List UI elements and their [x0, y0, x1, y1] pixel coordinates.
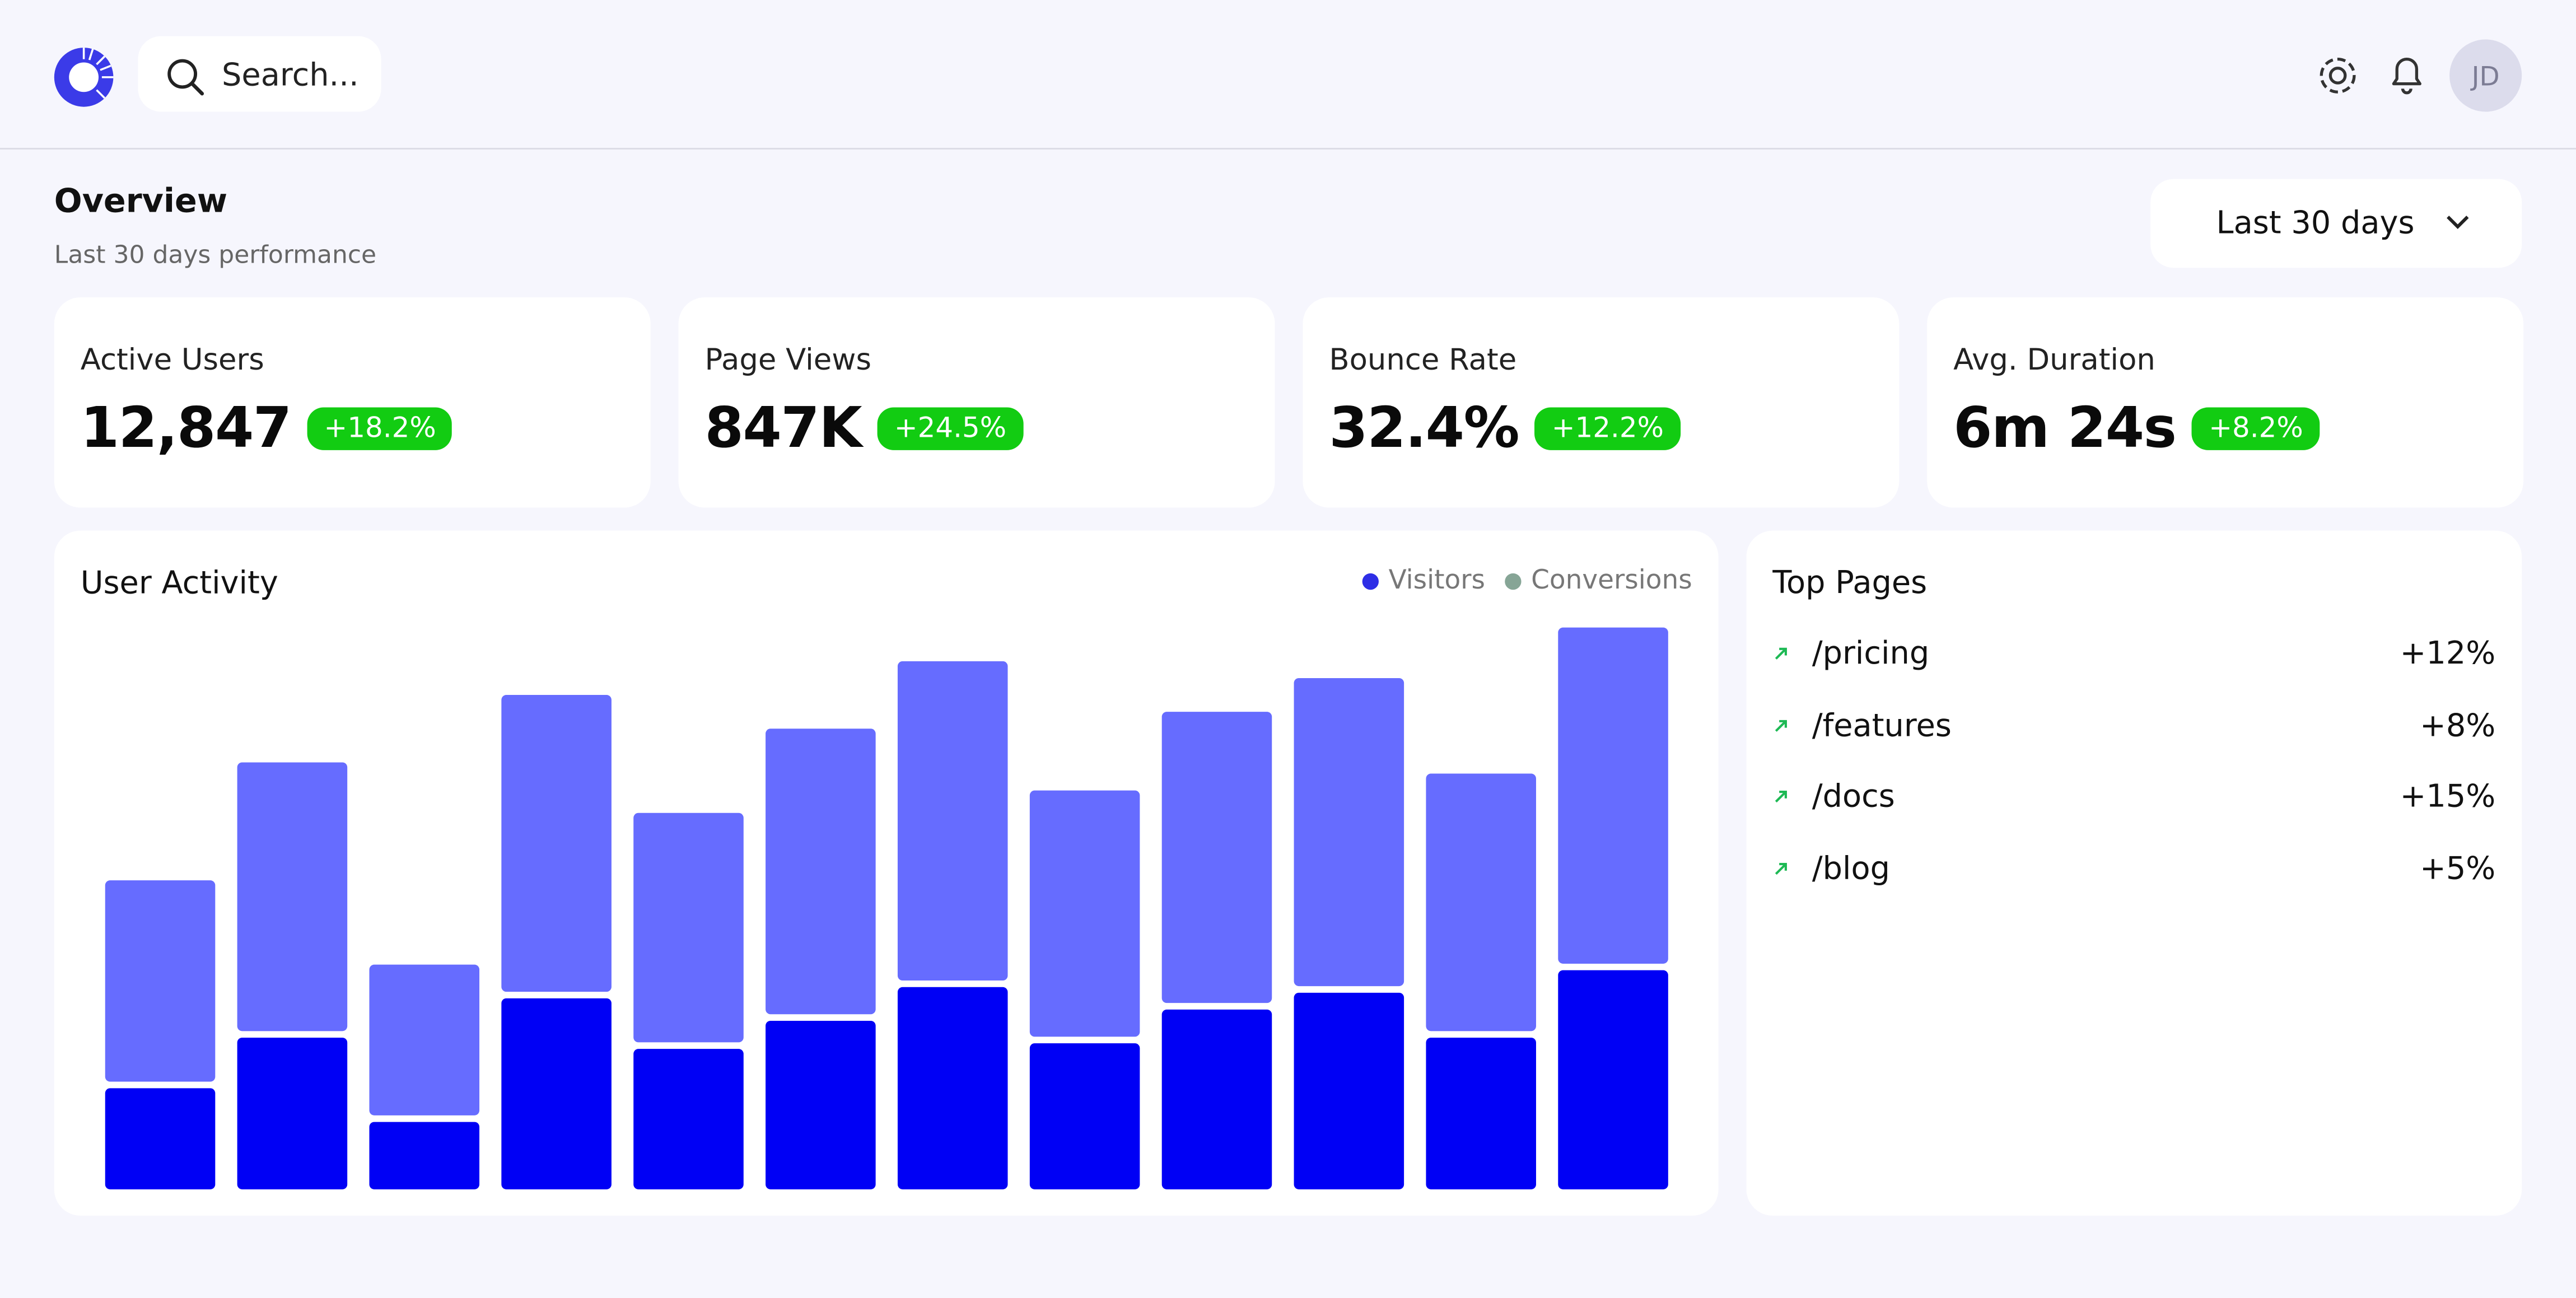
bar-segment	[1161, 1009, 1272, 1189]
bar-segment	[633, 813, 744, 1043]
kpi-label: Page Views	[704, 343, 871, 378]
legend-dot	[1505, 573, 1522, 590]
legend-dot	[1362, 573, 1379, 590]
bar-segment	[1029, 1043, 1140, 1189]
chart: User Activity Conversions Visitors	[81, 564, 1692, 1189]
notifications-icon[interactable]	[2382, 49, 2432, 99]
range-select[interactable]: Last 30 days	[2150, 179, 2522, 268]
kpi-row: 32.4% +12.2%	[1329, 396, 1681, 462]
bar-segment	[369, 1122, 480, 1189]
kpi-card: Bounce Rate 32.4% +12.2%	[1303, 297, 1900, 508]
page-change: +12%	[2400, 636, 2496, 672]
search-placeholder: Search...	[222, 57, 359, 94]
trend-arrow	[1775, 719, 1787, 731]
bar-segment	[105, 1088, 216, 1189]
bar-segment	[766, 1020, 876, 1189]
logo[interactable]	[53, 46, 115, 108]
trend-arrow	[1775, 790, 1787, 803]
bar-segment	[1426, 773, 1536, 1031]
kpi-label: Bounce Rate	[1329, 343, 1517, 378]
bar-segment	[633, 1049, 744, 1189]
search-icon	[167, 59, 204, 96]
bar-segment	[1558, 627, 1668, 964]
top-page-row: /docs +15%	[1772, 774, 2495, 820]
trend-arrow	[1775, 862, 1787, 874]
chevron	[2447, 216, 2469, 229]
bar-segment	[1294, 678, 1404, 987]
bar-segment	[1558, 970, 1668, 1189]
kpi-row: 12,847 +18.2%	[80, 396, 453, 462]
bar-segment	[237, 1038, 348, 1189]
legend-label: Visitors	[1389, 564, 1485, 595]
chart-title: User Activity	[81, 565, 278, 601]
top-page-row: /blog +5%	[1772, 845, 2495, 891]
legend-label: Conversions	[1531, 564, 1692, 595]
kpi-card: Page Views 847K +24.5%	[678, 297, 1275, 508]
bar-segment	[766, 729, 876, 1015]
page-path: /features	[1812, 707, 1952, 744]
kpi-value: 6m 24s	[1953, 396, 2177, 462]
kpi-value: 32.4%	[1329, 396, 1519, 462]
bar-segment	[369, 964, 480, 1115]
kpi-label: Active Users	[80, 343, 264, 378]
top-page-row: /features +8%	[1772, 702, 2495, 748]
top-page-row: /pricing +12%	[1772, 631, 2495, 677]
kpi-value: 12,847	[80, 396, 292, 462]
search-box[interactable]: Search...	[138, 36, 381, 112]
top-bar	[0, 0, 2576, 150]
trend-arrow	[1775, 647, 1787, 660]
kpi-change: +12.2%	[1535, 407, 1681, 450]
top-pages-card: Top Pages /pricing +12% /features +8% /docs +…	[1746, 530, 2522, 1216]
bar-segment	[897, 661, 1008, 981]
kpi-change: +24.5%	[878, 407, 1023, 450]
page-path: /pricing	[1812, 636, 1930, 672]
arrow-path	[1775, 790, 1787, 803]
kpi-change: +8.2%	[2192, 407, 2320, 450]
overview-subtitle: Last 30 days performance	[54, 240, 377, 270]
bar-segment	[501, 695, 612, 992]
bar-segment	[237, 762, 348, 1031]
bar-segment	[1161, 712, 1272, 1003]
chart-card: User Activity Conversions Visitors	[54, 530, 1719, 1216]
page-change: +5%	[2420, 850, 2496, 886]
bar-segment	[1294, 992, 1404, 1189]
overview-title: Overview	[54, 180, 228, 221]
kpi-card: Avg. Duration 6m 24s +8.2%	[1927, 297, 2524, 508]
arrow-path	[1775, 647, 1787, 660]
bar-segment	[501, 998, 612, 1189]
bar-segment	[897, 987, 1008, 1189]
page-path: /docs	[1812, 778, 1895, 815]
settings-icon[interactable]	[2313, 51, 2363, 100]
range-label: Last 30 days	[2216, 205, 2415, 242]
page-change: +8%	[2420, 707, 2496, 744]
kpi-label: Avg. Duration	[1953, 343, 2155, 378]
kpi-row: 847K +24.5%	[705, 396, 1023, 461]
kpi-value: 847K	[704, 396, 862, 462]
bar-segment	[1426, 1038, 1536, 1189]
avatar[interactable]: JD	[2449, 39, 2522, 112]
page-path: /blog	[1812, 850, 1891, 886]
kpi-card: Active Users 12,847 +18.2%	[54, 297, 651, 508]
arrow-path	[1775, 862, 1787, 874]
bar-segment	[105, 880, 216, 1082]
kpi-row: 6m 24s +8.2%	[1953, 396, 2320, 461]
page-change: +15%	[2400, 778, 2496, 815]
arrow-path	[1775, 719, 1787, 731]
top-pages-title: Top Pages	[1772, 565, 1928, 601]
kpi-change: +18.2%	[307, 407, 453, 450]
bar-segment	[1029, 790, 1140, 1037]
